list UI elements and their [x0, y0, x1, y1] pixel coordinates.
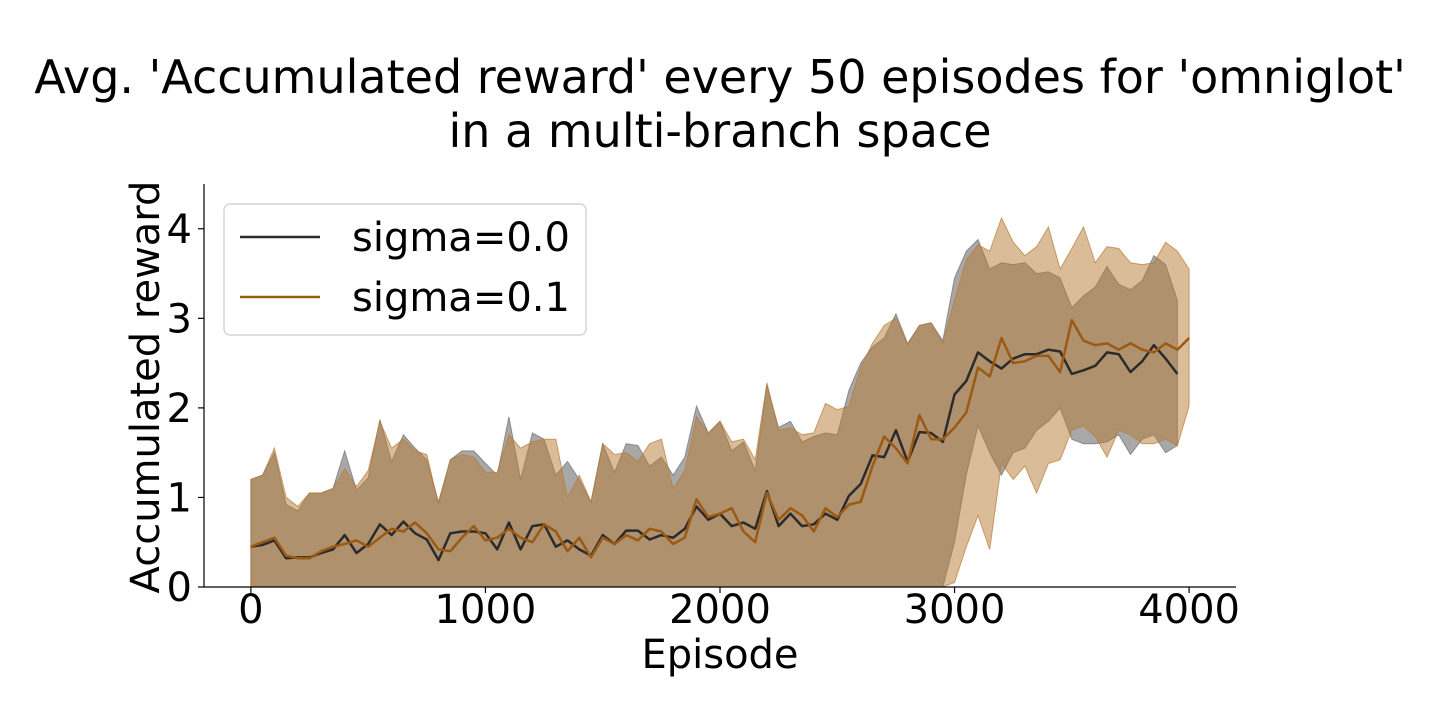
chart-title-line2: in a multi-branch space: [448, 104, 992, 158]
x-tick-label: 1000: [435, 587, 537, 633]
y-axis-label: Accumulated reward: [123, 181, 169, 594]
y-tick-label: 2: [167, 386, 192, 432]
line-sigma-0-0: [250, 343, 1179, 562]
x-tick-label: 4000: [1138, 587, 1240, 633]
chart-title-line1: Avg. 'Accumulated reward' every 50 episo…: [34, 50, 1406, 104]
line-sigma-0-1: [250, 318, 1190, 560]
x-tick-label: 0: [238, 587, 263, 633]
y-ticks: 0 1 2 3 4: [167, 207, 204, 611]
x-tick-label: 2000: [669, 587, 771, 633]
x-tick-label: 3000: [904, 587, 1006, 633]
legend: sigma=0.0 sigma=0.1: [223, 203, 587, 336]
y-tick-label: 4: [167, 207, 192, 253]
series-lines: [250, 318, 1190, 562]
y-tick-label: 3: [167, 296, 192, 342]
y-tick-label: 1: [167, 475, 192, 521]
y-tick-label: 0: [167, 565, 192, 611]
legend-label-sigma-0-0: sigma=0.0: [352, 215, 570, 261]
x-ticks: 0 1000 2000 3000 4000: [238, 587, 1240, 633]
legend-label-sigma-0-1: sigma=0.1: [352, 275, 570, 321]
x-axis-label: Episode: [641, 632, 798, 678]
